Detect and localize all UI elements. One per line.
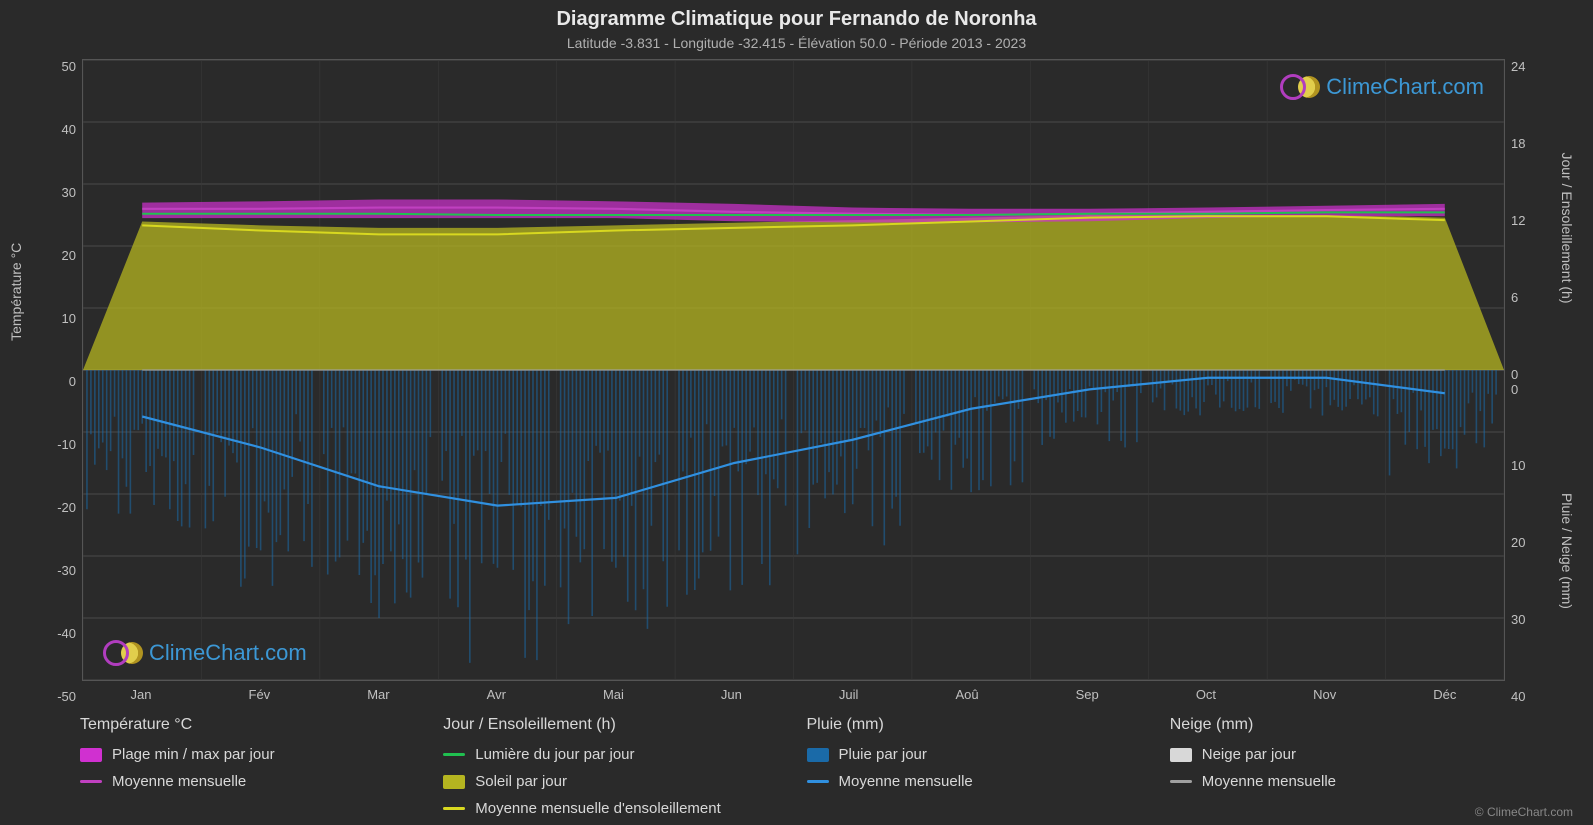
legend-label: Moyenne mensuelle <box>112 773 246 790</box>
x-tick-month: Oct <box>1196 687 1216 702</box>
title-block: Diagramme Climatique pour Fernando de No… <box>20 8 1573 51</box>
y-tick-left: -30 <box>42 563 76 578</box>
y-tick-left: -10 <box>42 437 76 452</box>
y-tick-left: -40 <box>42 626 76 641</box>
legend-item: Pluie par jour <box>807 746 1170 763</box>
y-tick-left: 30 <box>42 185 76 200</box>
y-tick-left: 50 <box>42 59 76 74</box>
legend-item: Plage min / max par jour <box>80 746 443 763</box>
legend-swatch <box>443 753 465 756</box>
y-tick-right-top: 12 <box>1511 213 1551 228</box>
legend-label: Pluie par jour <box>839 746 927 763</box>
legend-heading: Température °C <box>80 716 443 734</box>
plot-wrap: ClimeChart.com ClimeChart.com Jan Fév Mar A… <box>82 59 1505 704</box>
chart-area: Température °C 50 40 30 20 10 0 -10 -20 -30 -40 -5… <box>20 59 1573 704</box>
legend-label: Plage min / max par jour <box>112 746 275 763</box>
y-tick-left: -20 <box>42 500 76 515</box>
legend: Température °C Plage min / max par jour Mo… <box>20 704 1573 817</box>
y-tick-left: 0 <box>42 374 76 389</box>
y-tick-right-bottom: 10 <box>1511 458 1551 473</box>
legend-swatch <box>443 775 465 789</box>
y-axis-right-top-label: Jour / Ensoleillement (h) <box>1559 153 1575 304</box>
legend-item: Moyenne mensuelle d'ensoleillement <box>443 800 806 817</box>
x-tick-month: Aoû <box>955 687 978 702</box>
y-axis-right-bottom-label: Pluie / Neige (mm) <box>1559 493 1575 609</box>
legend-swatch <box>807 780 829 783</box>
legend-item: Soleil par jour <box>443 773 806 790</box>
x-tick-month: Déc <box>1433 687 1456 702</box>
y-label-left-wrap: Température °C <box>20 59 42 704</box>
legend-item: Moyenne mensuelle <box>80 773 443 790</box>
legend-item: Moyenne mensuelle <box>807 773 1170 790</box>
x-tick-month: Fév <box>249 687 271 702</box>
legend-label: Soleil par jour <box>475 773 567 790</box>
legend-col: Température °C Plage min / max par jour Mo… <box>80 716 443 817</box>
chart-container: Diagramme Climatique pour Fernando de No… <box>0 0 1593 825</box>
plot: ClimeChart.com ClimeChart.com <box>82 59 1505 681</box>
legend-label: Moyenne mensuelle <box>839 773 973 790</box>
x-axis: Jan Fév Mar Avr Mai Jun Juil Aoû Sep Oct Nov Déc <box>82 681 1505 704</box>
legend-swatch <box>1170 780 1192 783</box>
y-tick-left: 10 <box>42 311 76 326</box>
legend-swatch <box>80 748 102 762</box>
y-tick-left: 20 <box>42 248 76 263</box>
y-label-right-wrap: Jour / Ensoleillement (h) Pluie / Neige … <box>1551 59 1573 704</box>
y-axis-right-group: 24 18 12 6 0 0 10 20 30 40 <box>1505 59 1551 704</box>
legend-label: Moyenne mensuelle d'ensoleillement <box>475 800 721 817</box>
legend-heading: Pluie (mm) <box>807 716 1170 734</box>
y-tick-left: 40 <box>42 122 76 137</box>
x-tick-month: Jan <box>131 687 152 702</box>
x-tick-month: Sep <box>1076 687 1099 702</box>
y-axis-right-top: 24 18 12 6 0 <box>1505 59 1551 382</box>
copyright: © ClimeChart.com <box>1475 805 1573 819</box>
legend-swatch <box>1170 748 1192 762</box>
x-tick-month: Nov <box>1313 687 1336 702</box>
y-axis-left: 50 40 30 20 10 0 -10 -20 -30 -40 -50 <box>42 59 82 704</box>
y-tick-right-top: 24 <box>1511 59 1551 74</box>
legend-col: Jour / Ensoleillement (h) Lumière du jour… <box>443 716 806 817</box>
legend-swatch <box>807 748 829 762</box>
x-tick-month: Mai <box>603 687 624 702</box>
legend-item: Moyenne mensuelle <box>1170 773 1533 790</box>
x-tick-month: Jun <box>721 687 742 702</box>
y-tick-right-bottom: 20 <box>1511 535 1551 550</box>
x-tick-month: Mar <box>367 687 389 702</box>
legend-label: Lumière du jour par jour <box>475 746 634 763</box>
legend-heading: Neige (mm) <box>1170 716 1533 734</box>
y-axis-right-bottom: 0 10 20 30 40 <box>1505 382 1551 705</box>
y-tick-right-top: 0 <box>1511 367 1551 382</box>
legend-item: Neige par jour <box>1170 746 1533 763</box>
chart-title: Diagramme Climatique pour Fernando de No… <box>20 8 1573 31</box>
chart-subtitle: Latitude -3.831 - Longitude -32.415 - Él… <box>20 35 1573 51</box>
y-axis-left-label: Température °C <box>8 242 24 340</box>
legend-heading: Jour / Ensoleillement (h) <box>443 716 806 734</box>
x-tick-month: Avr <box>487 687 506 702</box>
legend-label: Moyenne mensuelle <box>1202 773 1336 790</box>
y-tick-right-top: 18 <box>1511 136 1551 151</box>
y-tick-right-top: 6 <box>1511 290 1551 305</box>
plot-svg <box>83 60 1504 680</box>
legend-swatch <box>80 780 102 783</box>
legend-col: Pluie (mm) Pluie par jour Moyenne mensuell… <box>807 716 1170 817</box>
y-tick-left: -50 <box>42 689 76 704</box>
legend-label: Neige par jour <box>1202 746 1296 763</box>
x-tick-month: Juil <box>839 687 859 702</box>
legend-swatch <box>443 807 465 810</box>
y-tick-right-bottom: 0 <box>1511 382 1551 397</box>
legend-item: Lumière du jour par jour <box>443 746 806 763</box>
y-tick-right-bottom: 30 <box>1511 612 1551 627</box>
y-tick-right-bottom: 40 <box>1511 689 1551 704</box>
legend-col: Neige (mm) Neige par jour Moyenne mensuell… <box>1170 716 1533 817</box>
